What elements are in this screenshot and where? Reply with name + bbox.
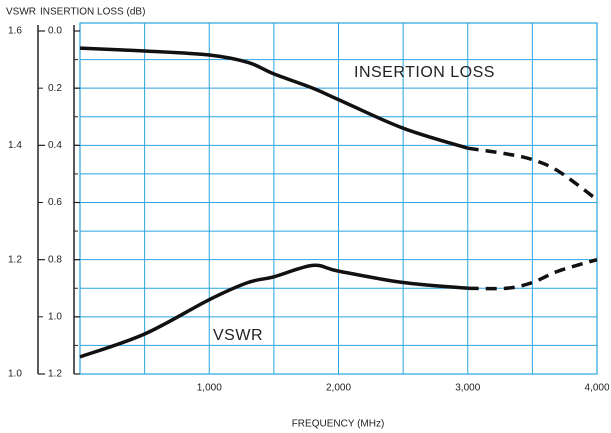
series-line — [79, 263, 468, 359]
x-tick-label: 1,000 — [197, 383, 222, 394]
y-tick-label: 0.0 — [48, 26, 62, 37]
y2-axis-title: VSWR — [6, 7, 36, 18]
y-tick-label: 1.0 — [48, 311, 62, 322]
y2-tick-label: 1.2 — [8, 254, 22, 265]
series-line — [79, 46, 469, 150]
y2-tick-label: 1.0 — [8, 369, 22, 380]
y-axis-title: INSERTION LOSS (dB) — [40, 7, 145, 18]
y2-tick-label: 1.6 — [8, 26, 22, 37]
series-name: INSERTION LOSS — [354, 64, 495, 81]
y-tick-label: 0.6 — [48, 197, 62, 208]
y-tick-label: 1.2 — [48, 369, 62, 380]
series-line — [467, 146, 599, 202]
y-tick-label: 0.8 — [48, 254, 62, 265]
y2-tick-label: 1.4 — [8, 140, 22, 151]
y-tick-label: 0.2 — [48, 83, 62, 94]
x-tick-label: 3,000 — [455, 383, 480, 394]
x-axis-title: FREQUENCY (MHz) — [292, 419, 385, 430]
plot-frame — [79, 22, 598, 375]
x-tick-label: 2,000 — [326, 383, 351, 394]
x-tick-label: 4,000 — [584, 383, 609, 394]
series-name: VSWR — [213, 327, 263, 344]
series-line — [467, 257, 598, 291]
y-tick-label: 0.4 — [48, 140, 62, 151]
